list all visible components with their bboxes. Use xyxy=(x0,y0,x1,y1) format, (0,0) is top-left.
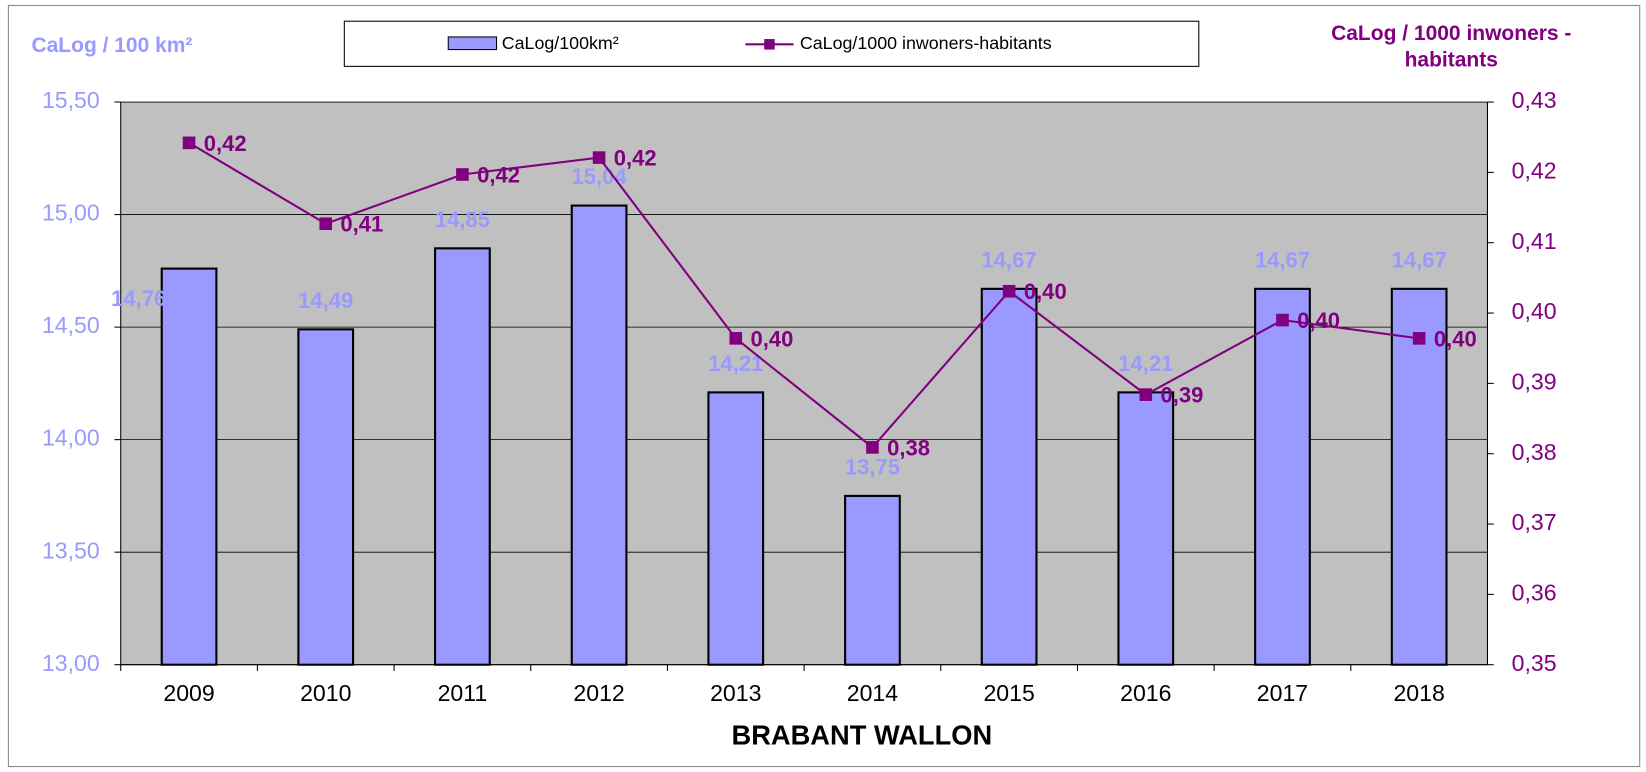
x-tick-label: 2013 xyxy=(710,680,761,706)
line-value-label: 0,38 xyxy=(887,435,930,460)
x-tick-label: 2018 xyxy=(1393,680,1444,706)
line-marker xyxy=(319,217,333,231)
x-tick-label: 2017 xyxy=(1257,680,1308,706)
y2-tick-label: 0,40 xyxy=(1512,298,1557,324)
line-marker xyxy=(1002,284,1016,298)
bar xyxy=(1390,287,1448,666)
y-tick-label: 14,00 xyxy=(42,425,100,451)
y2-tick-label: 0,41 xyxy=(1512,228,1557,254)
line-marker xyxy=(592,151,606,164)
bar xyxy=(844,494,901,666)
bar-value-label: 14,21 xyxy=(708,351,763,376)
line-marker xyxy=(866,441,879,454)
y2-tick-label: 0,38 xyxy=(1512,439,1557,465)
x-tick-label: 2010 xyxy=(300,680,351,706)
bar-value-label: 14,67 xyxy=(982,247,1037,272)
line-value-label: 0,42 xyxy=(614,146,657,171)
y2-tick-label: 0,43 xyxy=(1512,87,1557,113)
bar-value-label: 14,21 xyxy=(1118,351,1173,376)
bar xyxy=(297,328,355,666)
bar xyxy=(707,391,765,666)
line xyxy=(188,141,1420,449)
y2-tick-label: 0,35 xyxy=(1512,650,1557,676)
x-tick-label: 2011 xyxy=(438,680,488,706)
legend-swatch-bar xyxy=(447,36,498,51)
bar-value-label: 13,75 xyxy=(845,454,900,479)
y-tick-label: 15,00 xyxy=(42,200,100,226)
bar xyxy=(570,204,628,666)
bar-value-label: 14,76 xyxy=(111,286,166,311)
line-value-label: 0,40 xyxy=(1434,326,1477,351)
bar xyxy=(160,267,218,666)
line-marker xyxy=(1276,313,1289,327)
line-value-label: 0,40 xyxy=(750,326,793,351)
x-tick-label: 2015 xyxy=(983,680,1034,706)
y2-tick-label: 0,39 xyxy=(1512,368,1557,394)
y-tick-label: 14,50 xyxy=(42,312,100,338)
x-tick-label: 2014 xyxy=(847,680,899,706)
legend-swatch-marker xyxy=(764,39,775,50)
y2-tick-label: 0,36 xyxy=(1512,579,1557,605)
line-value-label: 0,40 xyxy=(1297,308,1340,333)
legend-label: CaLog/100km² xyxy=(502,33,619,53)
y-tick-label: 13,00 xyxy=(42,650,100,676)
line-value-label: 0,42 xyxy=(477,162,520,187)
x-tick-label: 2009 xyxy=(163,680,214,706)
bar-value-label: 14,49 xyxy=(298,288,353,313)
y2-tick-label: 0,42 xyxy=(1512,157,1557,183)
y-axis-title: CaLog / 100 km² xyxy=(31,34,192,57)
bar-value-label: 14,67 xyxy=(1392,247,1447,272)
y-tick-label: 15,50 xyxy=(42,87,100,113)
y2-tick-label: 0,37 xyxy=(1512,509,1557,535)
line-marker xyxy=(1412,332,1426,345)
line-marker xyxy=(182,136,196,150)
line-marker xyxy=(729,332,743,345)
legend-label: CaLog/1000 inwoners-habitants xyxy=(800,33,1052,53)
y2-axis-title-box: CaLog / 1000 inwoners - habitants xyxy=(1331,22,1572,72)
bar xyxy=(1117,391,1175,666)
bar-value-label: 14,67 xyxy=(1255,247,1310,272)
line-value-label: 0,40 xyxy=(1024,279,1067,304)
line-value-label: 0,39 xyxy=(1160,383,1203,408)
x-tick-label: 2016 xyxy=(1120,680,1171,706)
y-tick-label: 13,50 xyxy=(42,537,100,563)
bar-value-label: 14,85 xyxy=(435,207,490,232)
line-marker xyxy=(1139,388,1153,401)
line-marker xyxy=(456,168,469,181)
y2-axis-title: CaLog / 1000 inwoners - habitants xyxy=(1331,22,1572,72)
bar xyxy=(1254,287,1311,666)
bar xyxy=(434,247,491,666)
bar xyxy=(980,287,1038,666)
x-axis-title: BRABANT WALLON xyxy=(732,719,993,750)
line-value-label: 0,41 xyxy=(340,212,383,237)
line-value-label: 0,42 xyxy=(204,131,247,156)
bar-value-label: 15,04 xyxy=(572,164,628,189)
x-tick-label: 2012 xyxy=(573,680,624,706)
